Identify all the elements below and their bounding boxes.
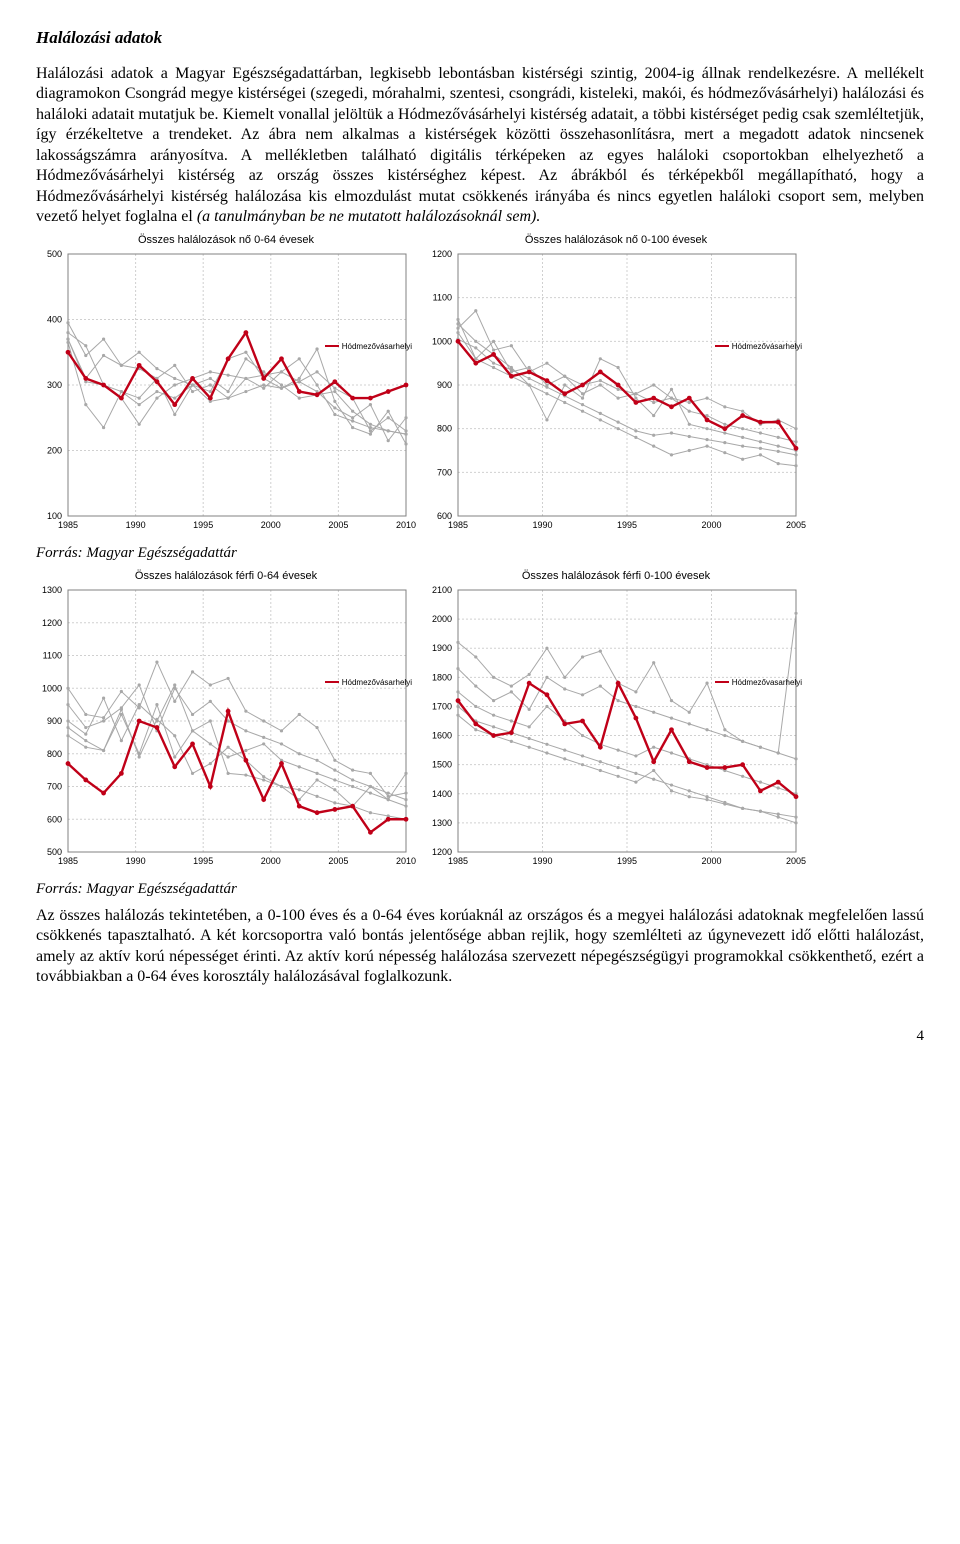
svg-text:1985: 1985 — [58, 856, 78, 866]
chart-legend: Hódmezővásarhelyi — [715, 342, 802, 351]
svg-text:100: 100 — [47, 511, 62, 521]
svg-text:1600: 1600 — [432, 730, 452, 740]
svg-text:2005: 2005 — [786, 520, 806, 530]
chart-title: Összes halálozások férfi 0-64 évesek — [36, 570, 416, 582]
svg-text:1400: 1400 — [432, 789, 452, 799]
svg-text:700: 700 — [47, 781, 62, 791]
svg-text:800: 800 — [47, 749, 62, 759]
svg-text:2005: 2005 — [786, 856, 806, 866]
svg-text:600: 600 — [437, 511, 452, 521]
chart-legend: Hódmezővásarhelyi — [325, 342, 412, 351]
svg-text:1000: 1000 — [432, 336, 452, 346]
chart-legend: Hódmezővásarhelyi — [325, 678, 412, 687]
svg-text:1100: 1100 — [433, 292, 452, 302]
svg-text:400: 400 — [47, 314, 62, 324]
svg-text:1985: 1985 — [58, 520, 78, 530]
svg-text:1700: 1700 — [432, 701, 452, 711]
svg-text:2005: 2005 — [328, 856, 348, 866]
page-number: 4 — [36, 1028, 924, 1045]
svg-text:1995: 1995 — [617, 520, 637, 530]
svg-text:1900: 1900 — [432, 643, 452, 653]
svg-text:2005: 2005 — [328, 520, 348, 530]
svg-text:1200: 1200 — [432, 249, 452, 259]
chart-title: Összes halálozások nő 0-64 évesek — [36, 234, 416, 246]
chart-title: Összes halálozások nő 0-100 évesek — [426, 234, 806, 246]
svg-text:900: 900 — [437, 380, 452, 390]
paragraph-2: Az összes halálozás tekintetében, a 0-10… — [36, 906, 924, 988]
svg-text:200: 200 — [47, 445, 62, 455]
svg-text:1200: 1200 — [42, 618, 62, 628]
svg-text:900: 900 — [47, 716, 62, 726]
svg-text:2000: 2000 — [701, 520, 721, 530]
svg-text:2100: 2100 — [432, 585, 452, 595]
svg-text:1985: 1985 — [448, 856, 468, 866]
chart-row-2: Összes halálozások férfi 0-64 évesek 1985… — [36, 570, 924, 879]
svg-text:1995: 1995 — [617, 856, 637, 866]
svg-text:2000: 2000 — [432, 614, 452, 624]
svg-text:1990: 1990 — [126, 856, 146, 866]
svg-text:500: 500 — [47, 249, 62, 259]
paragraph-1: Halálozási adatok a Magyar Egészségadatt… — [36, 64, 924, 228]
svg-text:1990: 1990 — [532, 856, 552, 866]
svg-text:1985: 1985 — [448, 520, 468, 530]
svg-text:2000: 2000 — [261, 856, 281, 866]
paragraph-1-main: Halálozási adatok a Magyar Egészségadatt… — [36, 65, 924, 225]
svg-text:500: 500 — [47, 847, 62, 857]
chart-1: Összes halálozások nő 0-64 évesek 1985 199… — [36, 234, 416, 543]
svg-text:1100: 1100 — [43, 650, 62, 660]
chart-row-1: Összes halálozások nő 0-64 évesek 1985 199… — [36, 234, 924, 543]
svg-text:1200: 1200 — [432, 847, 452, 857]
svg-text:700: 700 — [437, 467, 452, 477]
paragraph-1-italic: (a tanulmányban be ne mutatott halálozás… — [197, 208, 541, 225]
svg-text:1990: 1990 — [532, 520, 552, 530]
chart-4: Összes halálozások férfi 0-100 évesek 198… — [426, 570, 806, 879]
chart-legend: Hódmezővasarhelyi — [715, 678, 802, 687]
svg-text:1990: 1990 — [126, 520, 146, 530]
svg-text:1300: 1300 — [432, 818, 452, 828]
svg-text:600: 600 — [47, 814, 62, 824]
svg-text:2010: 2010 — [396, 856, 416, 866]
svg-text:1800: 1800 — [432, 672, 452, 682]
chart-title: Összes halálozások férfi 0-100 évesek — [426, 570, 806, 582]
svg-text:1995: 1995 — [193, 856, 213, 866]
svg-text:800: 800 — [437, 423, 452, 433]
svg-text:2000: 2000 — [261, 520, 281, 530]
chart-2: Összes halálozások nő 0-100 évesek 1985 19… — [426, 234, 806, 543]
svg-text:1000: 1000 — [42, 683, 62, 693]
svg-text:1300: 1300 — [42, 585, 62, 595]
svg-text:2000: 2000 — [701, 856, 721, 866]
svg-text:1995: 1995 — [193, 520, 213, 530]
source-1: Forrás: Magyar Egészségadattár — [36, 545, 924, 562]
section-heading: Halálozási adatok — [36, 28, 924, 48]
svg-text:2010: 2010 — [396, 520, 416, 530]
source-2: Forrás: Magyar Egészségadattár — [36, 881, 924, 898]
svg-text:1500: 1500 — [432, 759, 452, 769]
chart-3: Összes halálozások férfi 0-64 évesek 1985… — [36, 570, 416, 879]
svg-text:300: 300 — [47, 380, 62, 390]
